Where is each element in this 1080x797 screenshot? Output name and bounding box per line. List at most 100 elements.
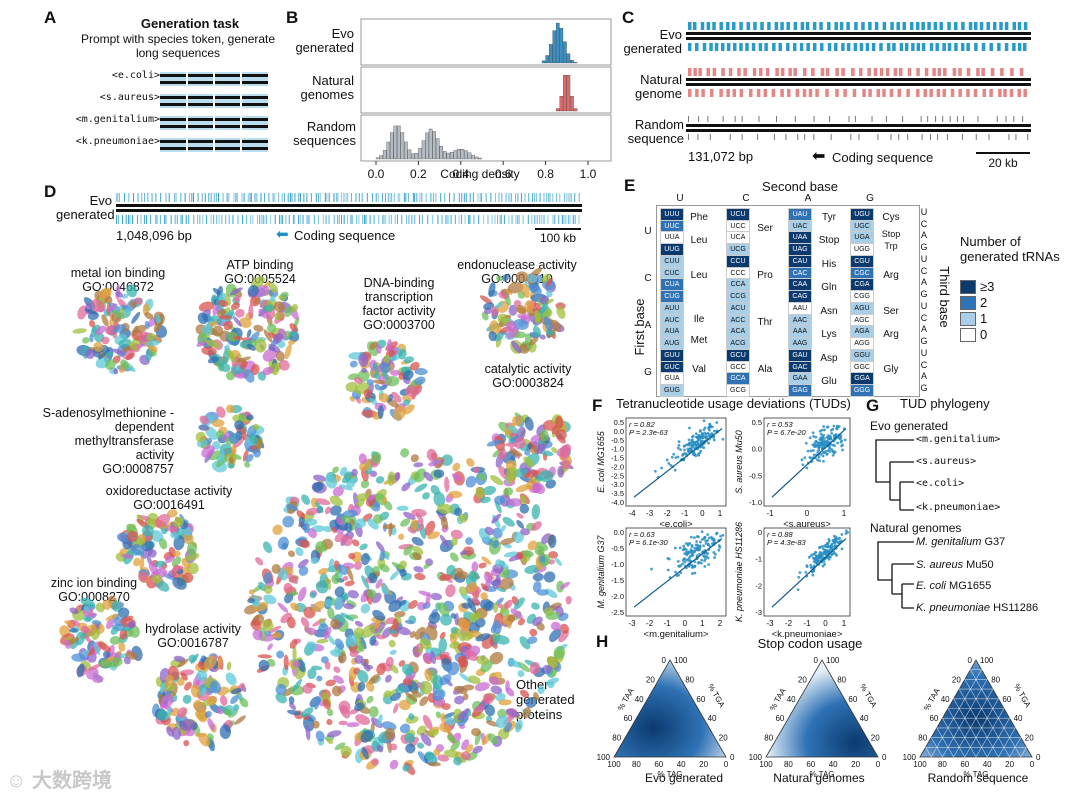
coding-sequence-d: [281, 193, 283, 202]
protein-cluster-other: [286, 616, 296, 629]
protein-cluster-other: [257, 654, 272, 659]
protein-cluster-other: [361, 746, 369, 760]
coding-sequence-d: [249, 215, 251, 224]
protein-cluster-other: [271, 632, 283, 639]
coding-sequence-d: [569, 215, 571, 224]
coding-sequence-d: [243, 193, 245, 202]
tud-point: [690, 545, 694, 548]
tud-x-tick: 2: [718, 619, 723, 628]
tud-point: [693, 546, 697, 550]
protein-cluster-other: [499, 524, 507, 533]
coding-sequence-evo: [839, 22, 844, 30]
coding-sequence-d: [191, 193, 193, 202]
coding-sequence-d: [347, 215, 349, 224]
protein-cluster-other: [399, 723, 411, 734]
coding-sequence-d: [552, 215, 554, 224]
tud-point: [660, 466, 664, 470]
protein-cluster-hydrolase: [226, 661, 232, 671]
protein-cluster-other: [531, 504, 541, 520]
sequence-gap: [186, 72, 188, 86]
tud-point: [830, 542, 834, 546]
protein-cluster-catalytic: [512, 415, 523, 426]
coding-sequence-d: [193, 215, 195, 224]
ternary-tick-tag: 20: [851, 760, 860, 769]
protein-cluster-other: [438, 602, 450, 617]
phylo-nat-leaf-1: M. genitalium G37: [916, 536, 1006, 548]
amino-acid-ile: Ile: [693, 313, 705, 325]
coding-sequence-evo: [719, 22, 723, 30]
histogram-bar-random: [393, 125, 398, 160]
legend-swatch-2: [960, 312, 976, 326]
codon-GUG: GUG: [660, 383, 684, 397]
protein-cluster-catalytic: [524, 469, 540, 479]
protein-cluster-other: [371, 758, 379, 766]
tud-point: [833, 538, 837, 541]
coding-sequence-d: [180, 193, 182, 202]
coding-sequence-natural: [943, 68, 947, 76]
watermark: ☺ 大数跨境: [6, 770, 112, 792]
protein-cluster-other: [315, 501, 324, 513]
protein-cluster-catalytic: [505, 442, 518, 448]
codon-GGG: GGG: [850, 383, 874, 397]
coding-sequence-d: [393, 193, 395, 202]
coding-sequence-evo: [793, 22, 798, 30]
histogram-bar-random: [432, 131, 436, 160]
protein-cluster-zinc-ion: [85, 616, 92, 622]
protein-cluster-other: [375, 634, 386, 640]
protein-cluster-other: [338, 564, 348, 575]
tud-point: [693, 441, 696, 444]
protein-cluster-catalytic: [561, 459, 571, 470]
protein-cluster-other: [404, 619, 414, 625]
coding-sequence-d: [204, 193, 206, 202]
protein-cluster-other: [326, 718, 333, 726]
coding-sequence-d: [536, 215, 538, 224]
coding-sequence-d: [337, 193, 339, 202]
protein-cluster-catalytic: [505, 466, 518, 481]
protein-cluster-metal-ion: [100, 287, 112, 298]
codon-AAG: AAG: [788, 336, 812, 350]
coding-sequence-d: [388, 215, 390, 224]
codon-GCG: GCG: [726, 383, 750, 397]
coding-sequence-d: [210, 215, 212, 224]
panel-label-c: C: [622, 8, 635, 27]
histogram-bar-random: [425, 132, 429, 160]
protein-cluster-other: [318, 623, 329, 632]
protein-cluster-endonuclease: [495, 301, 504, 309]
protein-cluster-dna-binding: [373, 379, 386, 385]
protein-cluster-other: [462, 631, 473, 641]
protein-cluster-dna-binding: [349, 360, 358, 368]
tud-point: [707, 563, 710, 566]
protein-cluster-other: [299, 539, 310, 549]
protein-cluster-other: [324, 598, 333, 608]
protein-cluster-other: [494, 495, 506, 505]
coding-sequence-d: [303, 193, 305, 202]
protein-cluster-atp-binding: [219, 314, 233, 320]
coding-sequence-evo: [774, 22, 779, 30]
protein-cluster-other: [532, 581, 542, 593]
coding-sequence-d: [565, 215, 567, 224]
x-tick-label: 0.2: [410, 167, 427, 181]
tud-x-tick: -2: [646, 619, 654, 628]
histogram-bar-evo: [563, 41, 567, 64]
protein-cluster-other: [449, 641, 461, 649]
protein-cluster-other: [389, 649, 397, 655]
protein-cluster-other: [419, 696, 429, 707]
coding-sequence-natural: [989, 89, 993, 97]
coding-sequence-random: [776, 116, 778, 122]
coding-sequence-d: [425, 193, 427, 202]
coding-sequence-evo: [854, 22, 858, 30]
protein-cluster-other: [368, 674, 380, 685]
protein-cluster-other: [305, 507, 319, 516]
protein-cluster-other: [396, 626, 411, 636]
panel-label-b: B: [286, 8, 299, 27]
panel-label-e: E: [624, 176, 636, 195]
protein-cluster-other: [315, 730, 325, 742]
protein-cluster-other: [482, 485, 497, 496]
coding-sequence-d: [440, 193, 442, 202]
protein-cluster-other: [327, 607, 335, 620]
coding-sequence-natural: [1023, 89, 1027, 97]
species-token-list: <e.coli> <s.aureus> <m.genitalium> <k.pn…: [40, 70, 280, 160]
tud-point: [690, 550, 694, 554]
ternary-grid: [998, 727, 1016, 758]
protein-cluster-other: [498, 699, 512, 706]
